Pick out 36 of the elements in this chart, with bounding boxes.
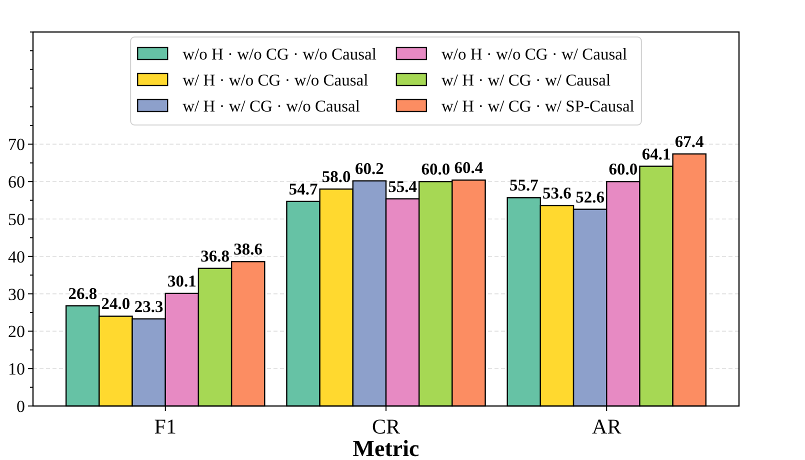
legend-label: w/ H · w/o CG · w/o Causal bbox=[182, 70, 369, 90]
legend-label: w/ H · w/ CG · w/o Causal bbox=[182, 96, 360, 116]
data-label: 55.7 bbox=[509, 176, 538, 195]
y-tick-label: 50 bbox=[8, 210, 25, 229]
y-tick-label: 60 bbox=[8, 172, 25, 192]
data-label: 60.0 bbox=[608, 160, 638, 179]
data-label: 60.2 bbox=[355, 158, 384, 178]
x-axis-title: Metric bbox=[352, 436, 420, 460]
y-tick-label: 70 bbox=[8, 135, 25, 154]
y-tick-label: 40 bbox=[8, 247, 25, 266]
data-label: 55.4 bbox=[388, 176, 417, 196]
legend-label: w/o H · w/o CG · w/ Causal bbox=[441, 44, 628, 64]
data-label: 60.0 bbox=[421, 160, 450, 179]
data-label: 67.4 bbox=[674, 132, 704, 151]
data-label: 53.6 bbox=[542, 184, 572, 203]
data-label: 30.1 bbox=[167, 271, 196, 290]
legend-label: w/o H · w/o CG · w/o Causal bbox=[182, 44, 377, 64]
data-label: 23.3 bbox=[134, 296, 164, 316]
data-label: 64.1 bbox=[642, 144, 671, 164]
x-tick-label: F1 bbox=[154, 414, 176, 438]
data-label: 26.8 bbox=[68, 284, 98, 303]
data-label: 54.7 bbox=[288, 179, 318, 198]
y-tick-label: 30 bbox=[8, 284, 25, 304]
data-label: 24.0 bbox=[101, 294, 130, 314]
data-label: 36.8 bbox=[200, 246, 230, 266]
data-label: 52.6 bbox=[576, 187, 605, 206]
legend-label: w/ H · w/ CG · w/ Causal bbox=[441, 70, 611, 90]
y-tick-label: 0 bbox=[16, 396, 25, 416]
x-tick-label: AR bbox=[592, 414, 622, 438]
y-tick-label: 20 bbox=[8, 322, 25, 342]
data-label: 58.0 bbox=[322, 167, 351, 186]
legend-label: w/ H · w/ CG · w/ SP-Causal bbox=[441, 96, 635, 116]
y-tick-label: 10 bbox=[8, 360, 25, 379]
data-label: 60.4 bbox=[454, 158, 484, 178]
x-tick-label: CR bbox=[372, 414, 400, 438]
data-label: 38.6 bbox=[234, 240, 263, 259]
